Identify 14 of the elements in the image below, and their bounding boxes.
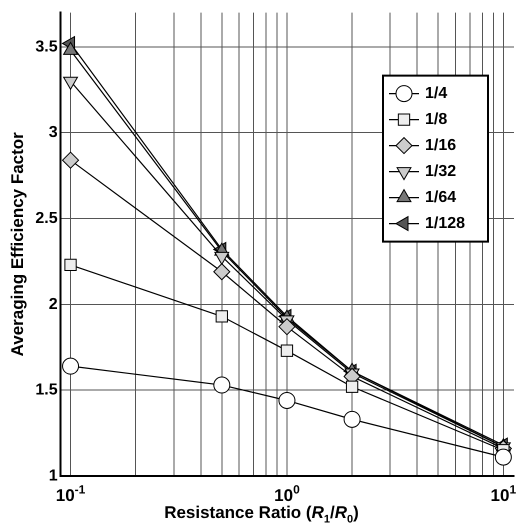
legend-label: 1/8	[425, 111, 448, 128]
x-axis-title: Resistance Ratio (R$_{1}$/R$_{0}$)	[164, 503, 359, 526]
legend-label: 1/64	[425, 189, 456, 206]
y-tick-label: 2.5	[35, 210, 58, 227]
y-tick-label: 1.5	[35, 382, 58, 399]
y-tick-label: 3.5	[35, 38, 58, 56]
y-tick-label: 1	[48, 467, 58, 484]
y-tick-label: 2	[48, 296, 58, 313]
legend-label: 1/4	[425, 85, 448, 102]
y-tick-label: 3	[48, 124, 58, 142]
legend-label: 1/128	[425, 215, 466, 232]
y-axis-title: Averaging Efficiency Factor	[8, 132, 27, 356]
legend-label: 1/32	[425, 163, 456, 180]
legend-label: 1/16	[425, 137, 456, 154]
